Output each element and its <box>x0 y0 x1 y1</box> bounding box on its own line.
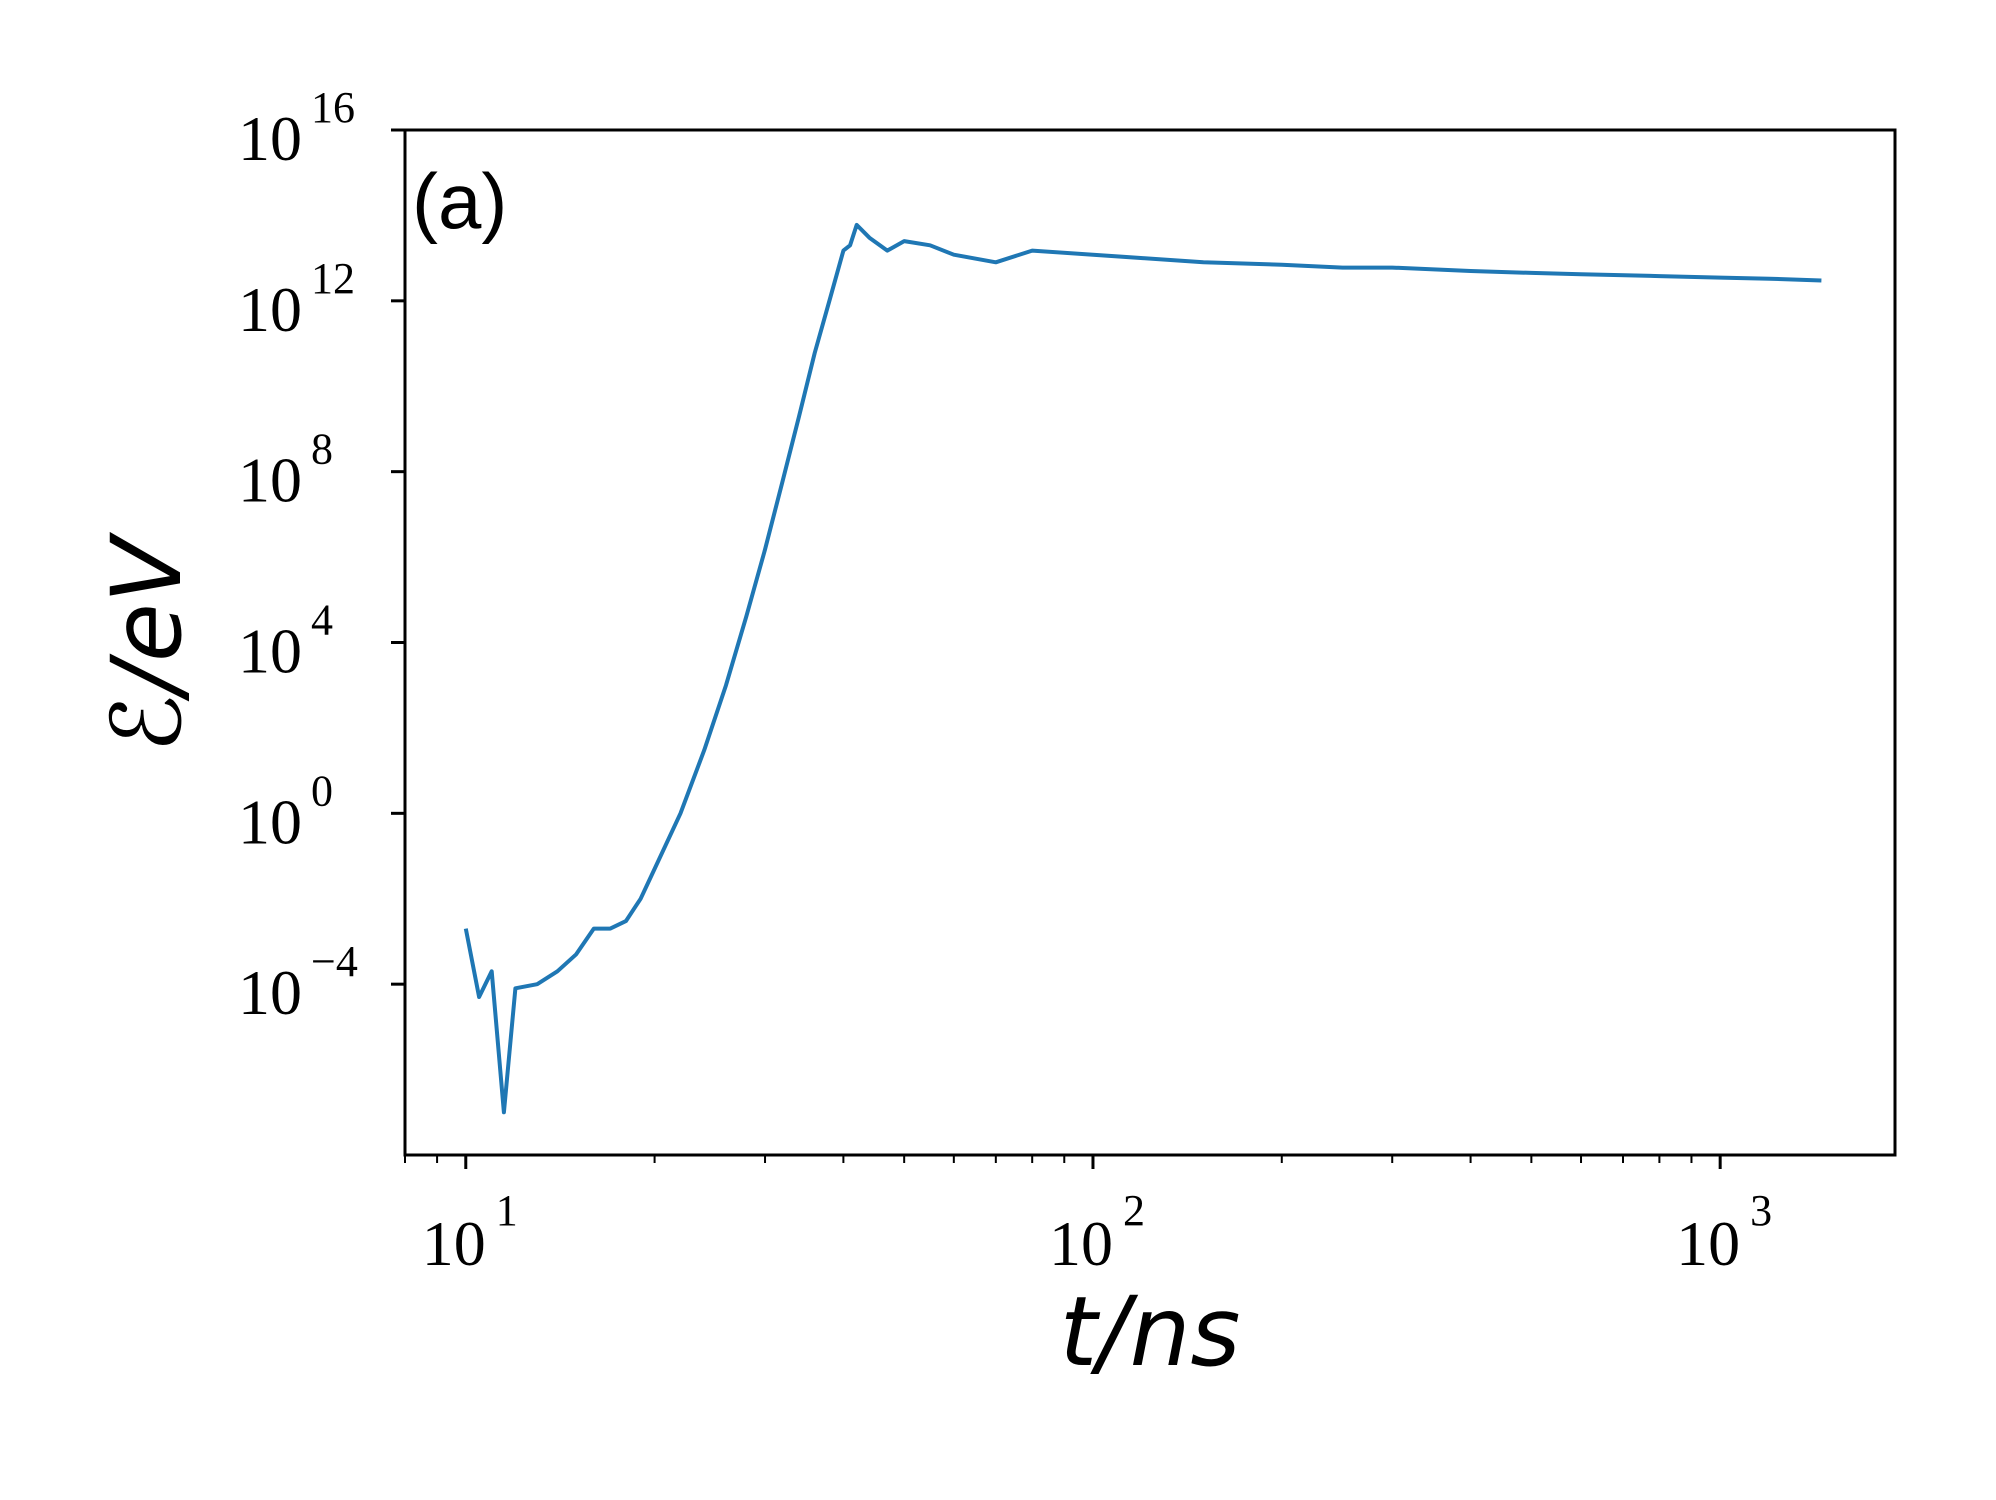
plot-frame <box>403 128 1897 1157</box>
y-tick-label: 10 <box>238 957 302 1028</box>
y-tick-label: 10 <box>238 274 302 345</box>
y-axis-title: ℰ/eV <box>91 531 203 753</box>
x-tick-label: 10 <box>422 1208 486 1279</box>
x-tick-exponent: 1 <box>496 1186 518 1235</box>
y-tick-exponent: 16 <box>311 83 355 132</box>
y-tick-exponent: 8 <box>311 425 333 474</box>
y-tick-label: 10 <box>238 616 302 687</box>
y-tick-label: 10 <box>238 445 302 516</box>
x-tick-exponent: 3 <box>1750 1186 1772 1235</box>
series-group <box>463 222 1822 1115</box>
panel-label: (a) <box>412 157 507 245</box>
y-tick-exponent: 4 <box>311 596 333 645</box>
y-tick-label: 10 <box>238 786 302 857</box>
y-tick-exponent: 12 <box>311 254 355 303</box>
y-tick-exponent: −4 <box>311 937 358 986</box>
x-tick-label: 10 <box>1676 1208 1740 1279</box>
x-tick-exponent: 2 <box>1123 1186 1145 1235</box>
y-tick-exponent: 0 <box>311 766 333 815</box>
y-tick-label: 10 <box>238 103 302 174</box>
x-tick-label: 10 <box>1049 1208 1113 1279</box>
series-line-0 <box>463 222 1822 1115</box>
x-axis-title: t/ns <box>1060 1276 1241 1388</box>
